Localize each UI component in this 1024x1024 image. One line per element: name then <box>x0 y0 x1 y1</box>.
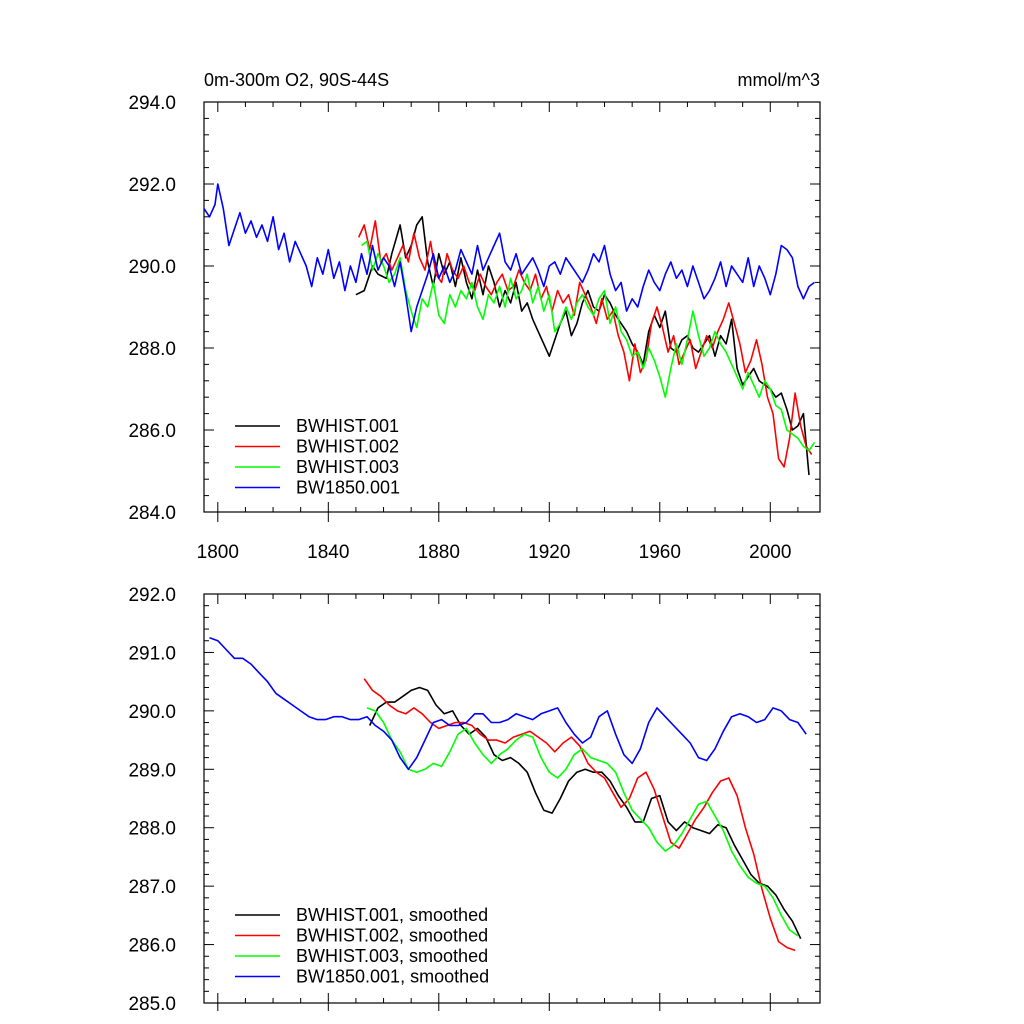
chart-title-left: 0m-300m O2, 90S-44S <box>204 70 389 90</box>
y-tick-label: 292.0 <box>128 585 176 606</box>
y-tick-label: 290.0 <box>128 702 176 723</box>
top-panel: 1800 1840 1880 1920 1960 2000 284.0 286.0 288.0 2… <box>128 93 821 563</box>
series-line-bw1850-001 <box>204 183 815 333</box>
plot-frame <box>203 101 821 513</box>
y-tick-label: 286.0 <box>128 936 176 957</box>
x-tick-label: 1880 <box>418 542 460 563</box>
legend-label: BWHIST.003, smoothed <box>296 946 488 966</box>
x-tick-label: 1920 <box>528 542 570 563</box>
series-line-bwhist-001 <box>355 216 810 476</box>
y-tick-label: 290.0 <box>128 257 176 278</box>
y-tick-label: 294.0 <box>128 93 176 114</box>
y-tick-label: 284.0 <box>128 503 176 524</box>
x-tick-label: 2000 <box>749 542 791 563</box>
legend-label: BW1850.001, smoothed <box>296 967 489 987</box>
series-line-bwhist-002 <box>357 220 813 468</box>
chart-units-label: mmol/m^3 <box>738 70 820 90</box>
plot-frame <box>203 593 821 1004</box>
y-tick-label: 287.0 <box>128 877 176 898</box>
series-line-bw1850-001 <box>209 637 807 771</box>
y-tick-label: 286.0 <box>128 421 176 442</box>
y-tick-label: 292.0 <box>128 175 176 196</box>
y-tick-label: 288.0 <box>128 819 176 840</box>
series-line-bwhist-002 <box>363 678 796 952</box>
legend-label: BWHIST.003 <box>296 457 399 477</box>
series-line-bwhist-001 <box>368 686 802 940</box>
series-line-bwhist-003 <box>361 240 816 452</box>
legend-label: BW1850.001 <box>296 478 400 498</box>
y-tick-label: 285.0 <box>128 994 176 1015</box>
series-line-bwhist-003 <box>366 707 799 937</box>
x-tick-label: 1840 <box>307 542 349 563</box>
y-tick-label: 291.0 <box>128 643 176 664</box>
x-tick-label: 1960 <box>639 542 681 563</box>
legend-label: BWHIST.002, smoothed <box>296 926 488 946</box>
y-tick-label: 289.0 <box>128 760 176 781</box>
legend-label: BWHIST.001, smoothed <box>296 905 488 925</box>
legend-label: BWHIST.002 <box>296 437 399 457</box>
y-tick-label: 288.0 <box>128 339 176 360</box>
bottom-panel: 285.0 286.0 287.0 288.0 289.0 290.0 291.0 292.0… <box>128 585 821 1015</box>
legend-label: BWHIST.001 <box>296 416 399 436</box>
x-tick-label: 1800 <box>197 542 239 563</box>
